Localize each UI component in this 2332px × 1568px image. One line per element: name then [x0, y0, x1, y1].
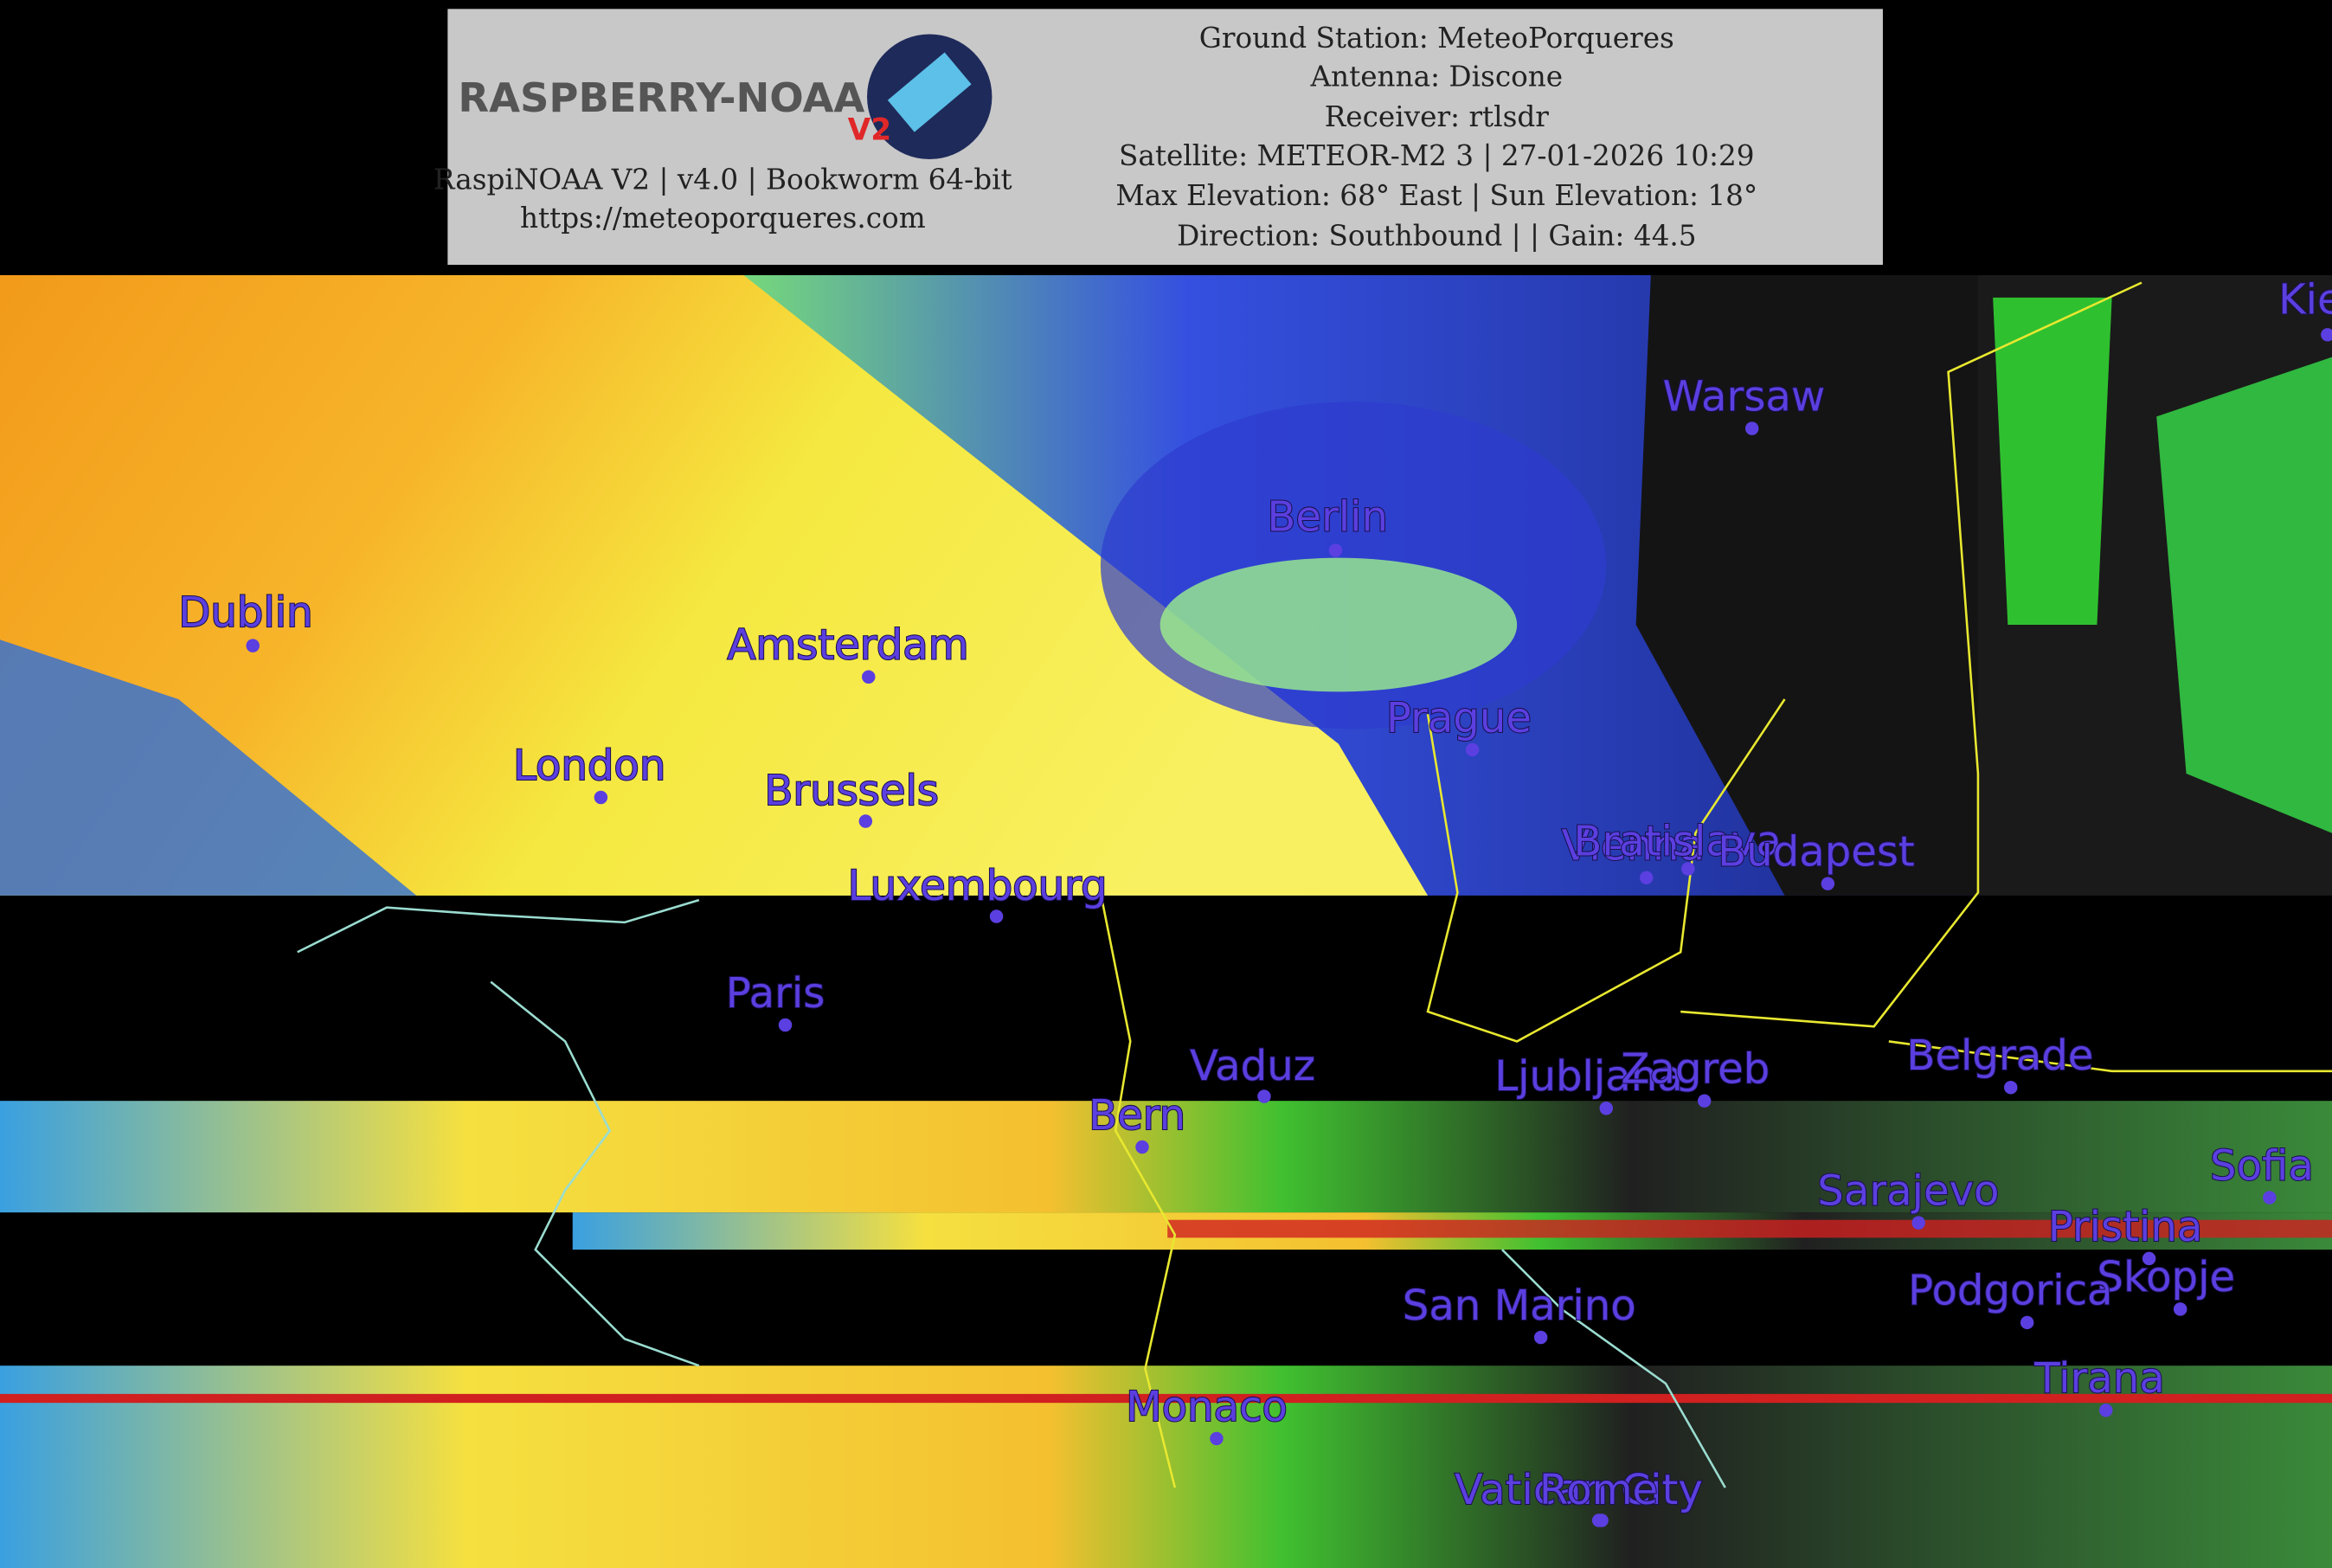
city-dot	[2263, 1191, 2277, 1205]
city-dot	[1744, 421, 1759, 435]
station-info: Direction: Southbound | | Gain: 44.5	[1177, 220, 1696, 253]
city-label: Berlin	[1267, 493, 1388, 542]
city-dot	[858, 814, 873, 828]
city-label: Vaduz	[1190, 1042, 1315, 1090]
imagery-band	[0, 1101, 2332, 1213]
city-label: Warsaw	[1663, 372, 1826, 421]
station-info: Antenna: Discone	[1309, 61, 1563, 93]
city-dot	[2142, 1251, 2156, 1266]
header: RASPBERRY-NOAA V2 Ground Station: MeteoP…	[434, 9, 1883, 266]
version-info: RaspiNOAA V2 | v4.0 | Bookworm 64-bit	[434, 163, 1012, 196]
noise-line	[0, 1393, 2332, 1404]
city-dot	[2321, 328, 2332, 342]
cloud-area	[1993, 297, 2112, 626]
city-label: Belgrade	[1906, 1031, 2093, 1080]
city-label: Prague	[1386, 694, 1532, 742]
coastline	[1501, 1249, 1726, 1488]
city-dot	[1465, 742, 1480, 757]
city-dot	[862, 670, 876, 684]
version-info: https://meteoporqueres.com	[520, 202, 926, 235]
city-dot	[1257, 1089, 1271, 1103]
city-label: Tirana	[2033, 1354, 2165, 1403]
cloud-area	[1160, 557, 1518, 692]
city-dot	[1821, 877, 1835, 890]
coastline	[297, 898, 700, 954]
station-info: Ground Station: MeteoPorqueres	[1199, 22, 1674, 55]
city-dot	[1697, 1094, 1712, 1108]
cloud-area	[2156, 357, 2332, 833]
city-dot	[2173, 1302, 2187, 1316]
city-label: Ljubljana	[1494, 1052, 1682, 1101]
city-label: Brussels	[764, 767, 938, 815]
logo-satellite	[887, 52, 972, 132]
city-dot	[1599, 1102, 1613, 1115]
city-label: Pristina	[2048, 1203, 2203, 1251]
city-dot	[1639, 871, 1654, 885]
cloud-area	[0, 639, 417, 896]
city-label: Zagreb	[1621, 1045, 1770, 1094]
city-layer: Dublin London Amsterdam Brussels Luxembourg P…	[177, 275, 2332, 1527]
city-label: Amsterdam	[727, 621, 968, 670]
header-box	[447, 9, 1883, 266]
city-dot	[1533, 1330, 1548, 1345]
cloud-area	[1635, 275, 1978, 896]
cloud-area	[0, 275, 1428, 896]
city-label: Sarajevo	[1817, 1167, 1999, 1216]
city-label: Dublin	[178, 588, 312, 637]
city-label: Rome	[1539, 1466, 1658, 1514]
border	[1680, 281, 2142, 1028]
city-dot	[778, 1018, 793, 1032]
border	[1099, 892, 1177, 1488]
city-label: Luxembourg	[848, 862, 1108, 910]
city-label: Bern	[1089, 1091, 1185, 1140]
station-info: Max Elevation: 68° East | Sun Elevation:…	[1115, 179, 1757, 212]
city-label: Paris	[726, 969, 826, 1018]
city-label: Budapest	[1718, 828, 1915, 877]
city-label: Skopje	[2097, 1253, 2235, 1301]
city-label: Podgorica	[1908, 1267, 2112, 1315]
city-label: London	[513, 742, 665, 790]
city-label: Kiev	[2278, 276, 2332, 325]
city-dot	[1681, 862, 1695, 876]
city-label: Vatican City	[1455, 1466, 1703, 1514]
logo-version: V2	[848, 113, 891, 148]
coastline	[490, 980, 700, 1367]
city-label: Vienna	[1562, 822, 1705, 871]
city-label: Monaco	[1126, 1383, 1288, 1431]
noise-line	[1167, 1219, 2332, 1238]
station-info: Receiver: rtlsdr	[1325, 100, 1550, 133]
city-dot	[1911, 1216, 1925, 1230]
border	[1888, 1040, 2332, 1073]
city-dot	[594, 790, 608, 805]
city-label: Bratislava	[1573, 818, 1781, 866]
city-dot	[246, 639, 260, 652]
city-dot	[2099, 1404, 2113, 1417]
city-dot	[989, 909, 1004, 923]
imagery	[0, 275, 2332, 1568]
city-dot	[1328, 543, 1343, 557]
city-dot	[2020, 1315, 2034, 1330]
station-info: Satellite: METEOR-M2 3 | 27-01-2026 10:2…	[1119, 139, 1755, 172]
border	[1426, 698, 1786, 1043]
city-label: Sofia	[2210, 1141, 2314, 1190]
city-dot	[2004, 1080, 2018, 1095]
city-dot	[1135, 1140, 1149, 1154]
city-dot	[1595, 1513, 1609, 1527]
city-label: San Marino	[1403, 1282, 1636, 1330]
logo-text: RASPBERRY-NOAA	[458, 74, 864, 121]
city-dot	[1210, 1431, 1224, 1446]
